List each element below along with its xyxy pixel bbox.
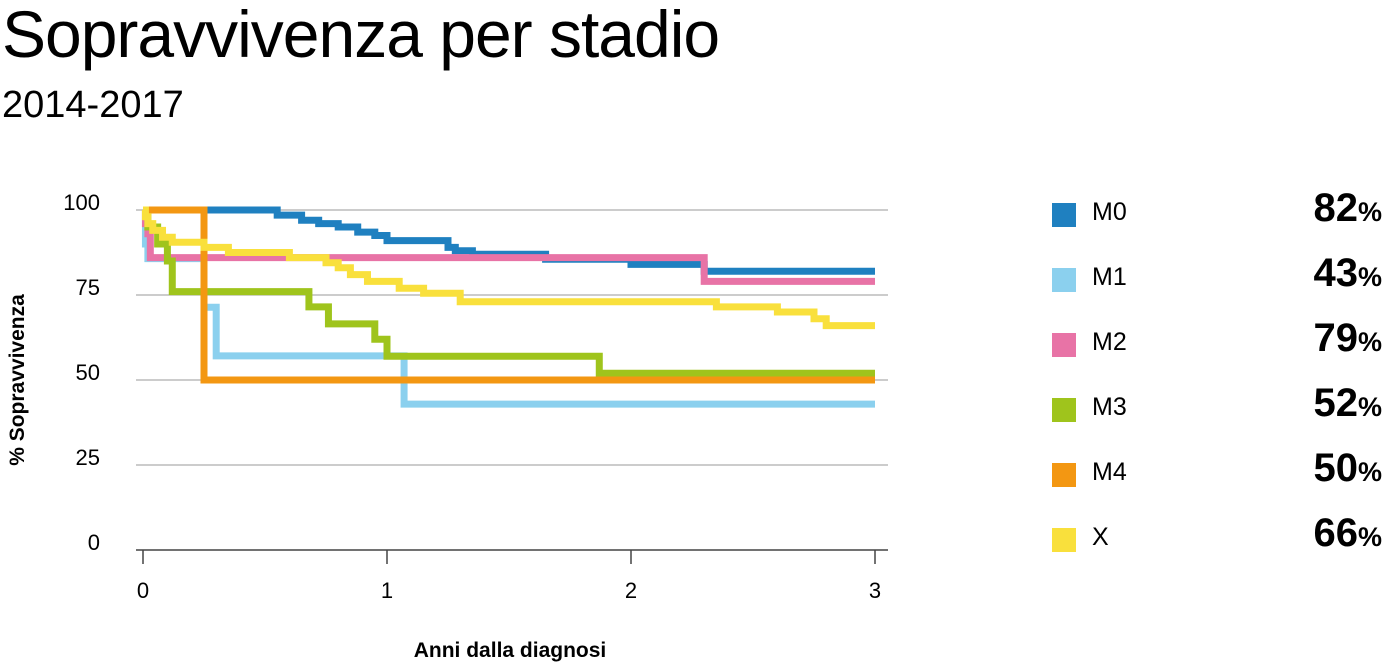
legend-swatch — [1052, 463, 1076, 487]
series-line-m4 — [143, 206, 875, 384]
x-tick-label: 3 — [869, 578, 881, 603]
legend-swatch — [1052, 333, 1076, 357]
legend-value: 79% — [1313, 316, 1382, 360]
y-tick-label: 0 — [88, 530, 100, 555]
series-line-x — [141, 206, 875, 330]
legend: M0 82% M1 43% M2 79% M3 52% M4 50% X 66% — [1052, 186, 1382, 576]
legend-value: 66% — [1313, 511, 1382, 555]
y-tick-label: 25 — [76, 445, 100, 470]
chart-subtitle: 2014-2017 — [2, 84, 184, 126]
legend-item-m2: M2 79% — [1052, 316, 1382, 381]
y-axis-label: % Sopravvivenza — [6, 294, 29, 466]
x-axis-label: Anni dalla diagnosi — [414, 639, 607, 662]
legend-value: 52% — [1313, 381, 1382, 425]
y-tick-label: 100 — [63, 190, 100, 215]
legend-item-x: X 66% — [1052, 511, 1382, 576]
series-layer — [141, 206, 875, 408]
legend-label: M4 — [1092, 458, 1127, 486]
y-tick-label: 75 — [76, 275, 100, 300]
legend-label: X — [1092, 523, 1109, 551]
legend-swatch — [1052, 203, 1076, 227]
legend-item-m4: M4 50% — [1052, 446, 1382, 511]
y-tick-label: 50 — [76, 360, 100, 385]
series-line-m3 — [143, 206, 875, 377]
legend-label: M1 — [1092, 263, 1127, 291]
legend-label: M0 — [1092, 198, 1127, 226]
survival-chart: 0 25 50 75 100 0 1 2 3 Anni dalla diagnosi % Sop… — [6, 190, 888, 662]
legend-swatch — [1052, 398, 1076, 422]
legend-label: M3 — [1092, 393, 1127, 421]
x-tick-label: 0 — [137, 578, 149, 603]
legend-swatch — [1052, 528, 1076, 552]
x-tick-label: 2 — [625, 578, 637, 603]
x-tick-label: 1 — [381, 578, 393, 603]
legend-value: 82% — [1313, 186, 1382, 230]
legend-swatch — [1052, 268, 1076, 292]
legend-item-m3: M3 52% — [1052, 381, 1382, 446]
legend-value: 50% — [1313, 446, 1382, 490]
legend-item-m0: M0 82% — [1052, 186, 1382, 251]
series-line-m0 — [143, 206, 875, 275]
legend-item-m1: M1 43% — [1052, 251, 1382, 316]
legend-value: 43% — [1313, 251, 1382, 295]
legend-label: M2 — [1092, 328, 1127, 356]
axes: 0 25 50 75 100 0 1 2 3 — [63, 190, 881, 603]
chart-title: Sopravvivenza per stadio — [2, 0, 720, 71]
